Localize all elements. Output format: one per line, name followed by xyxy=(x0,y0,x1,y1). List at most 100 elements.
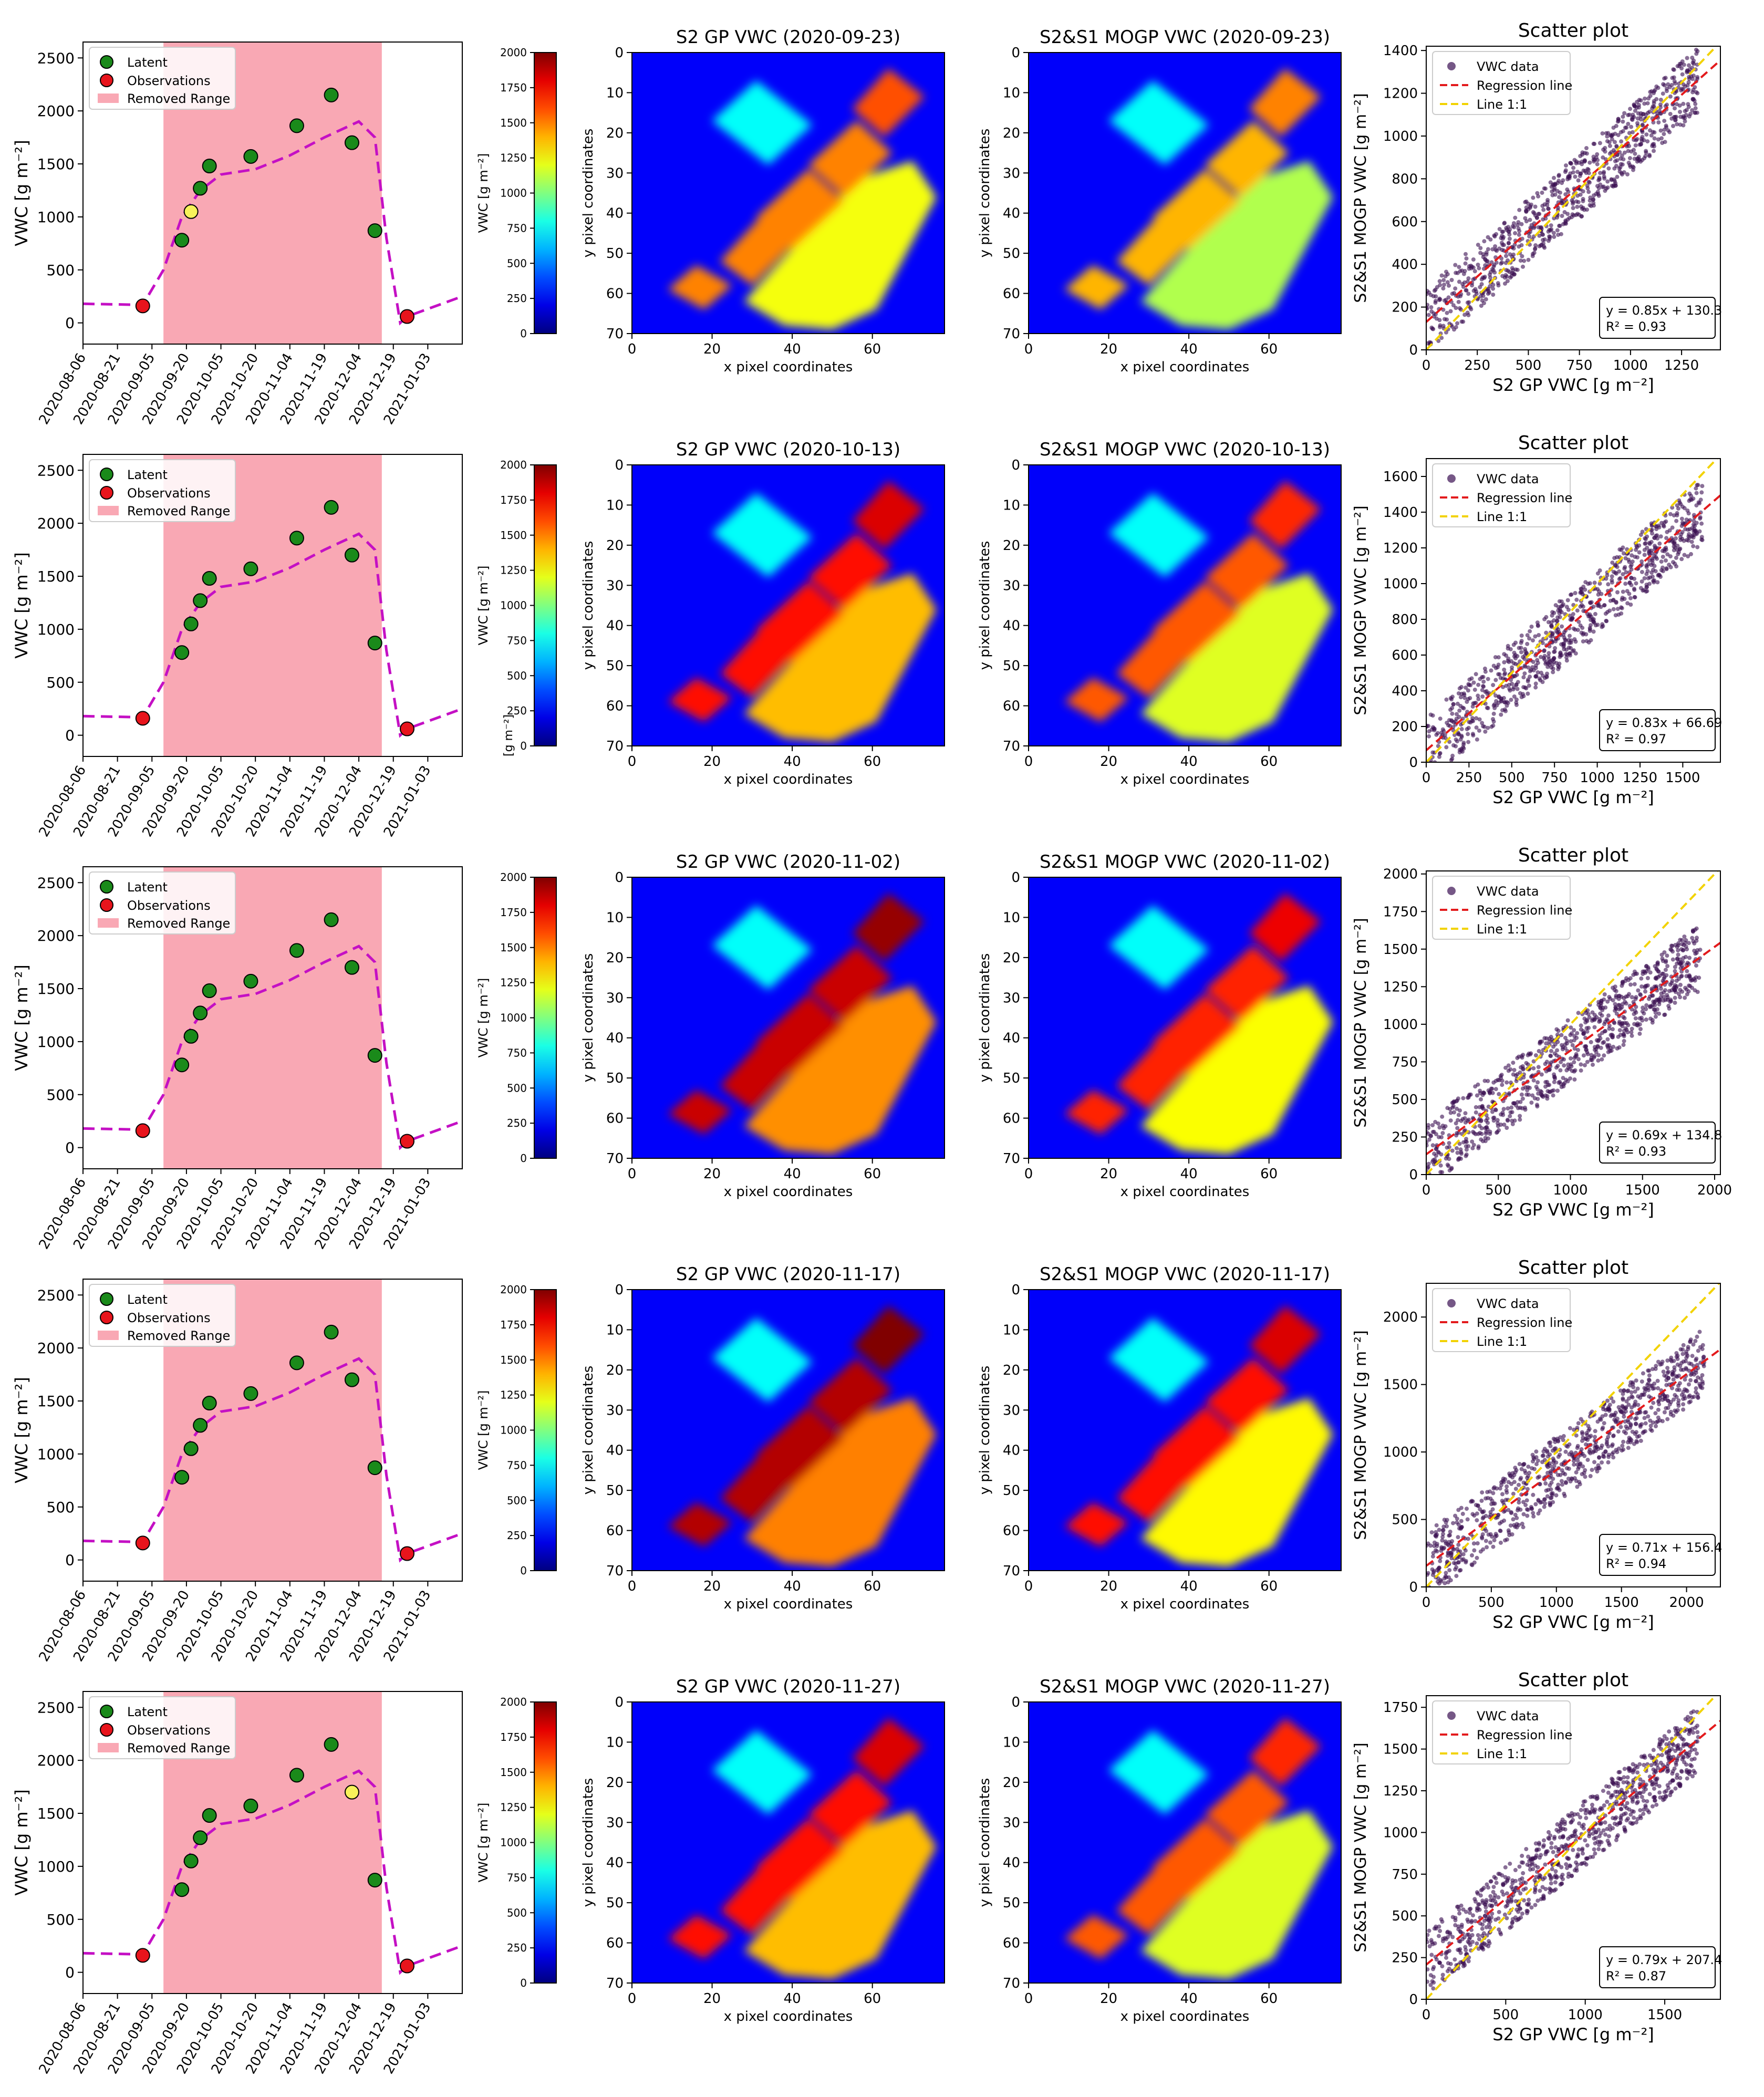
scatter-point xyxy=(1431,726,1436,731)
scatter-point xyxy=(1469,1499,1474,1503)
scatter-point xyxy=(1552,1072,1557,1077)
scatter-point xyxy=(1548,1496,1553,1500)
scatter-point xyxy=(1542,617,1547,621)
scatter-point xyxy=(1563,1046,1568,1051)
scatter-point xyxy=(1457,279,1461,284)
scatter-point xyxy=(1505,279,1510,284)
scatter-point xyxy=(1643,1429,1647,1434)
scatter-point xyxy=(1524,1498,1529,1503)
scatter-point xyxy=(1647,1394,1652,1399)
scatter-point xyxy=(1612,1413,1616,1417)
y-tick-label: 2000 xyxy=(37,1752,75,1769)
scatter-point xyxy=(1592,1460,1596,1465)
scatter-point xyxy=(1564,163,1568,168)
scatter-point xyxy=(1679,973,1684,978)
scatter-point xyxy=(1431,775,1436,779)
field-lower-right xyxy=(1140,1810,1333,1979)
scatter-point xyxy=(1605,185,1610,190)
legend-box xyxy=(89,47,236,110)
scatter-x-tick-label: 1250 xyxy=(1664,358,1699,373)
scatter-point xyxy=(1506,1508,1511,1512)
legend-oneone-label: Line 1:1 xyxy=(1477,97,1527,112)
axes-frame xyxy=(82,1279,463,1582)
scatter-point xyxy=(1634,1004,1638,1009)
map-y-tick-label: 60 xyxy=(1003,286,1020,302)
scatter-point xyxy=(1562,641,1566,646)
scatter-point xyxy=(1511,1061,1516,1065)
scatter-point xyxy=(1582,1471,1586,1475)
scatter-point xyxy=(1667,989,1672,993)
scatter-point xyxy=(1497,672,1502,677)
scatter-point xyxy=(1602,1421,1606,1426)
scatter-point xyxy=(1548,660,1552,665)
scatter-point xyxy=(1470,704,1475,709)
scatter-point xyxy=(1623,565,1627,569)
colorbar-tick-label: 0 xyxy=(520,1564,527,1577)
scatter-point xyxy=(1644,1007,1648,1012)
scatter-point xyxy=(1596,1053,1601,1057)
scatter-point xyxy=(1438,1170,1443,1175)
map-y-tick-label: 40 xyxy=(606,1443,624,1459)
scatter-point xyxy=(1553,646,1558,650)
scatter-point xyxy=(1428,763,1433,767)
scatter-point xyxy=(1634,995,1638,1000)
scatter-point xyxy=(1434,1548,1438,1553)
scatter-point xyxy=(1586,1012,1591,1016)
scatter-point xyxy=(1542,237,1547,242)
scatter-point xyxy=(1644,1018,1648,1022)
scatter-point xyxy=(1502,667,1507,672)
map-y-tick-label: 70 xyxy=(1003,1563,1020,1579)
scatter-point xyxy=(1524,1061,1529,1065)
scatter-point xyxy=(1426,724,1429,729)
scatter-x-tick-label: 750 xyxy=(1541,770,1568,786)
scatter-point xyxy=(1448,1533,1452,1538)
scatter-point xyxy=(1628,1380,1633,1385)
scatter-point xyxy=(1642,576,1647,580)
field-strip-bottom xyxy=(668,265,732,310)
scatter-point xyxy=(1690,978,1695,982)
scatter-point xyxy=(1455,1517,1459,1521)
scatter-point xyxy=(1687,1382,1691,1387)
scatter-point xyxy=(1542,1497,1547,1502)
scatter-point xyxy=(1613,563,1618,568)
scatter-point xyxy=(1527,1470,1532,1475)
scatter-point xyxy=(1546,206,1551,211)
scatter-x-tick-label: 1500 xyxy=(1625,1182,1660,1198)
scatter-point xyxy=(1439,1152,1444,1157)
map-y-tick-label: 70 xyxy=(1003,1151,1020,1167)
field-strip-2 xyxy=(808,533,893,610)
map-y-axis-label: y pixel coordinates xyxy=(977,541,993,670)
scatter-point xyxy=(1593,1435,1597,1439)
scatter-point xyxy=(1618,1388,1623,1393)
scatter-point xyxy=(1643,1410,1647,1415)
scatter-point xyxy=(1547,1836,1552,1841)
scatter-point xyxy=(1665,1394,1669,1398)
scatter-point xyxy=(1684,974,1689,979)
scatter-point xyxy=(1459,684,1464,689)
scatter-point xyxy=(1459,691,1464,696)
scatter-point xyxy=(1437,1587,1441,1592)
scatter-point xyxy=(1509,1481,1514,1486)
scatter-point xyxy=(1584,1442,1588,1447)
map-y-tick-label: 70 xyxy=(606,1563,624,1579)
colorbar-tick-label: 1750 xyxy=(500,494,527,506)
scatter-point xyxy=(1665,102,1669,107)
map-x-tick-label: 0 xyxy=(1024,1991,1033,2007)
scatter-point xyxy=(1452,733,1457,738)
scatter-point xyxy=(1522,1072,1526,1077)
scatter-point xyxy=(1659,136,1664,141)
map-frame xyxy=(631,1289,945,1571)
colorbar-gradient xyxy=(534,464,557,746)
scatter-point xyxy=(1470,1553,1474,1558)
legend-removed-marker xyxy=(98,1743,119,1752)
scatter-point xyxy=(1661,565,1665,570)
scatter-point xyxy=(1628,603,1633,607)
scatter-point xyxy=(1596,1463,1601,1468)
map-y-tick-label: 10 xyxy=(606,1322,624,1338)
scatter-point xyxy=(1679,960,1684,965)
scatter-point xyxy=(1464,1559,1468,1563)
scatter-point xyxy=(1454,737,1458,742)
scatter-point xyxy=(1512,1068,1517,1072)
